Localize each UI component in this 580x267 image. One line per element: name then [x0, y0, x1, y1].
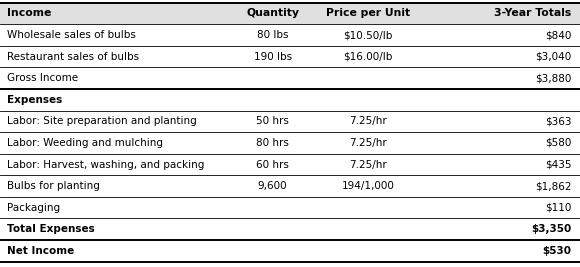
Text: 9,600: 9,600	[258, 181, 288, 191]
Text: $3,040: $3,040	[535, 52, 571, 62]
Text: $435: $435	[545, 160, 571, 170]
Text: $3,880: $3,880	[535, 73, 571, 83]
Text: Net Income: Net Income	[7, 246, 74, 256]
Text: 60 hrs: 60 hrs	[256, 160, 289, 170]
Text: 190 lbs: 190 lbs	[253, 52, 292, 62]
Text: 80 lbs: 80 lbs	[257, 30, 288, 40]
Text: $10.50/lb: $10.50/lb	[343, 30, 393, 40]
Text: $530: $530	[542, 246, 571, 256]
Text: $1,862: $1,862	[535, 181, 571, 191]
Text: 50 hrs: 50 hrs	[256, 116, 289, 126]
Text: $16.00/lb: $16.00/lb	[343, 52, 393, 62]
Text: Labor: Weeding and mulching: Labor: Weeding and mulching	[7, 138, 163, 148]
Text: $3,350: $3,350	[531, 224, 571, 234]
Text: Income: Income	[7, 9, 52, 18]
Text: Labor: Harvest, washing, and packing: Labor: Harvest, washing, and packing	[7, 160, 204, 170]
Text: Restaurant sales of bulbs: Restaurant sales of bulbs	[7, 52, 139, 62]
Text: 7.25/hr: 7.25/hr	[349, 138, 387, 148]
Bar	[0, 3, 580, 24]
Text: 194/1,000: 194/1,000	[342, 181, 395, 191]
Text: 80 hrs: 80 hrs	[256, 138, 289, 148]
Text: 3-Year Totals: 3-Year Totals	[494, 9, 571, 18]
Text: $580: $580	[545, 138, 571, 148]
Text: Labor: Site preparation and planting: Labor: Site preparation and planting	[7, 116, 197, 126]
Text: 7.25/hr: 7.25/hr	[349, 116, 387, 126]
Text: Total Expenses: Total Expenses	[7, 224, 95, 234]
Text: $363: $363	[545, 116, 571, 126]
Text: 7.25/hr: 7.25/hr	[349, 160, 387, 170]
Text: Quantity: Quantity	[246, 9, 299, 18]
Text: $110: $110	[545, 203, 571, 213]
Text: $840: $840	[545, 30, 571, 40]
Text: Wholesale sales of bulbs: Wholesale sales of bulbs	[7, 30, 136, 40]
Text: Packaging: Packaging	[7, 203, 60, 213]
Text: Price per Unit: Price per Unit	[326, 9, 411, 18]
Text: Gross Income: Gross Income	[7, 73, 78, 83]
Text: Bulbs for planting: Bulbs for planting	[7, 181, 100, 191]
Text: Expenses: Expenses	[7, 95, 62, 105]
